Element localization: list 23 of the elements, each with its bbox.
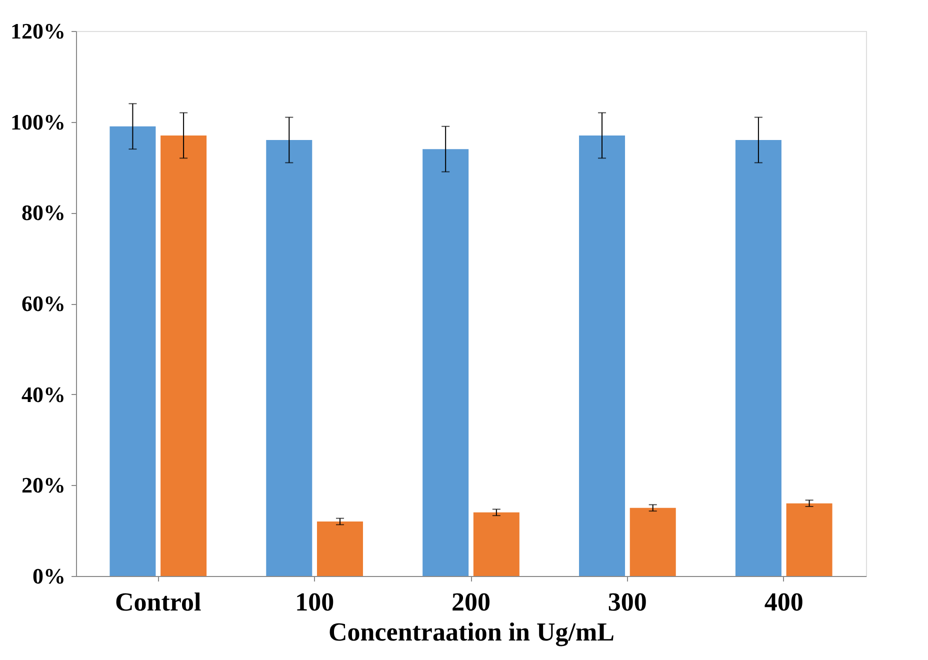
x-tick-label: 300 (608, 588, 647, 616)
bar (266, 140, 312, 576)
x-axis-title: Concentraation in Ug/mL (328, 618, 614, 646)
bar (630, 508, 676, 576)
y-tick-label: 120% (10, 18, 66, 44)
x-tick-label: 100 (295, 588, 334, 616)
x-tick-label: 200 (452, 588, 490, 616)
y-tick-label: 100% (10, 109, 66, 134)
x-tick-label: 400 (764, 588, 804, 616)
bar (579, 135, 626, 576)
bar (786, 503, 832, 576)
bar (316, 522, 363, 576)
y-tick-label: 60% (22, 291, 66, 316)
bar (110, 126, 156, 576)
y-tick-label: 40% (22, 382, 66, 407)
x-tick-label: Control (115, 588, 202, 616)
bar (735, 140, 782, 576)
bar (160, 135, 207, 576)
bar (473, 512, 520, 576)
y-tick-label: 20% (22, 472, 66, 498)
y-tick-label: 0% (32, 564, 66, 588)
y-tick-label: 80% (22, 200, 66, 226)
bar (422, 149, 469, 576)
